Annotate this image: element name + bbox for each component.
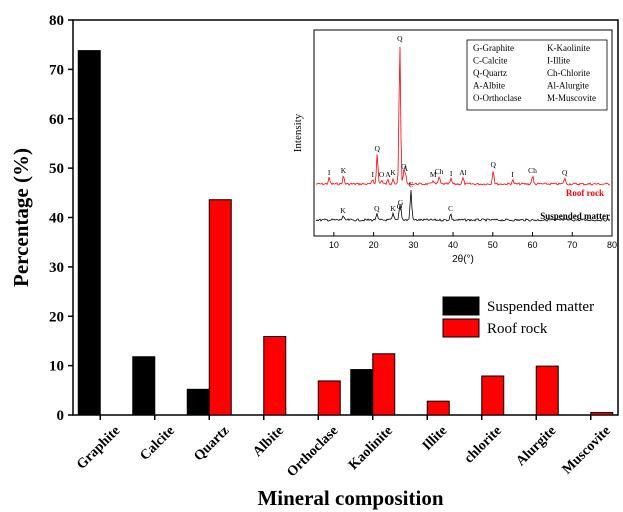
x-tick-label: Muscovite (560, 423, 614, 477)
legend-swatch (442, 318, 480, 338)
inset-legend-entry: A-Albite (473, 81, 505, 91)
inset-x-tick-label: 80 (607, 240, 617, 250)
y-tick-label: 10 (49, 359, 64, 375)
legend-swatch (442, 296, 480, 316)
bar-roof-chlorite (481, 375, 505, 416)
y-tick-label: 30 (49, 260, 64, 276)
bar-roof-illite (426, 400, 450, 416)
roof-peak-label: O (379, 170, 385, 179)
suspended-peak-label: C (408, 180, 413, 189)
x-tick-label: Albite (250, 423, 286, 459)
suspended-peak-label: Q (397, 202, 403, 211)
bar-roof-albite (263, 335, 287, 416)
legend-label: Roof rock (487, 321, 548, 337)
x-tick-label: Graphite (74, 423, 123, 472)
suspended-peak-label: C (448, 204, 453, 213)
inset-legend-entry: Al-Alurgite (547, 81, 589, 91)
inset-legend-box (466, 39, 608, 111)
inset-legend-entry: G-Graphite (473, 43, 514, 53)
suspended-peak-label: Q (374, 204, 380, 213)
roof-peak-label: Ch (435, 167, 444, 176)
y-tick-label: 70 (49, 62, 64, 78)
inset-y-axis-title: Intensity (292, 113, 304, 152)
y-tick-label: 40 (49, 211, 64, 227)
inset-legend-entry: M-Muscovite (547, 93, 596, 103)
roof-peak-label: Q (490, 160, 496, 169)
inset-legend-entry: C-Calcite (473, 56, 508, 66)
y-tick-label: 80 (49, 13, 64, 29)
roof-peak-label: K (341, 166, 347, 175)
legend: Suspended matter Roof rock (442, 296, 594, 338)
x-tick-label: Kaolinite (346, 423, 396, 473)
roof-peak-label: I (511, 170, 514, 179)
roof-rock-pattern (315, 46, 611, 186)
suspended-peak-label: G (398, 198, 404, 207)
bar-roof-orthoclase (317, 380, 341, 416)
inset-x-tick-label: 50 (488, 240, 498, 250)
inset-legend-entry: Ch-Chlorite (547, 68, 590, 78)
bar-roof-quartz (208, 199, 232, 416)
roof-peak-label: I (372, 170, 375, 179)
roof-peak-label: Al (459, 168, 467, 177)
bar-roof-kaolinite (372, 353, 396, 416)
inset-legend-entry: O-Orthoclase (473, 93, 521, 103)
inset-legend-entry: K-Kaolinite (547, 43, 590, 53)
legend-label: Suspended matter (487, 299, 594, 315)
x-axis-title: Mineral composition (257, 486, 443, 510)
inset-x-tick-label: 10 (329, 240, 339, 250)
inset-legend-entry: Q-Quartz (473, 68, 507, 78)
roof-peak-label: K (390, 168, 396, 177)
y-tick-label: 20 (49, 309, 64, 325)
bar-roof-alurgite (535, 365, 559, 416)
x-tick-label: Illite (420, 423, 450, 453)
roof-peak-label: M (430, 170, 437, 179)
bar-suspended-kaolinite (350, 369, 374, 416)
roof-peak-label: O (401, 162, 407, 171)
x-tick-label: Orthoclase (284, 423, 341, 480)
bar-suspended-quartz (186, 388, 210, 416)
inset-x-tick-label: 20 (369, 240, 379, 250)
x-tick-label: Quartz (191, 423, 232, 464)
inset-legend-entry: I-Illite (547, 56, 570, 66)
y-tick-label: 50 (49, 161, 64, 177)
suspended-peak-label: K (390, 204, 396, 213)
roof-peak-label: Q (374, 144, 380, 153)
inset-x-tick-label: 40 (448, 240, 458, 250)
y-axis-title: Percentage (%) (9, 148, 33, 287)
roof-peak-label: Q (397, 34, 403, 43)
inset-x-tick-label: 70 (567, 240, 577, 250)
roof-peak-label: I (450, 169, 453, 178)
roof-peak-label: Ch (528, 166, 537, 175)
bar-roof-muscovite (590, 412, 614, 416)
y-tick-label: 0 (57, 408, 65, 424)
x-tick-label: Alurgite (514, 423, 560, 469)
suspended-peak-label: K (340, 206, 346, 215)
suspended-series-label: Suspended matter (540, 211, 610, 221)
inset-legend: G-Graphite K-Kaolinite C-Calcite I-Illite Q-… (466, 39, 608, 111)
inset-x-tick-label: 30 (408, 240, 418, 250)
y-tick-label: 60 (49, 112, 64, 128)
inset-x-axis-title: 2θ(°) (452, 254, 474, 265)
roof-peak-label: I (328, 168, 331, 177)
x-tick-label: Calcite (138, 423, 178, 463)
x-tick-label: chlorite (462, 423, 505, 466)
roof-peak-label: A (403, 164, 409, 173)
roof-rock-series-label: Roof rock (566, 188, 604, 198)
inset-x-tick-label: 60 (528, 240, 538, 250)
suspended-matter-pattern (315, 189, 611, 222)
bar-suspended-graphite (77, 50, 101, 416)
roof-peak-label: Q (562, 168, 568, 177)
roof-peak-label: A (385, 170, 391, 179)
bar-suspended-calcite (132, 356, 156, 416)
